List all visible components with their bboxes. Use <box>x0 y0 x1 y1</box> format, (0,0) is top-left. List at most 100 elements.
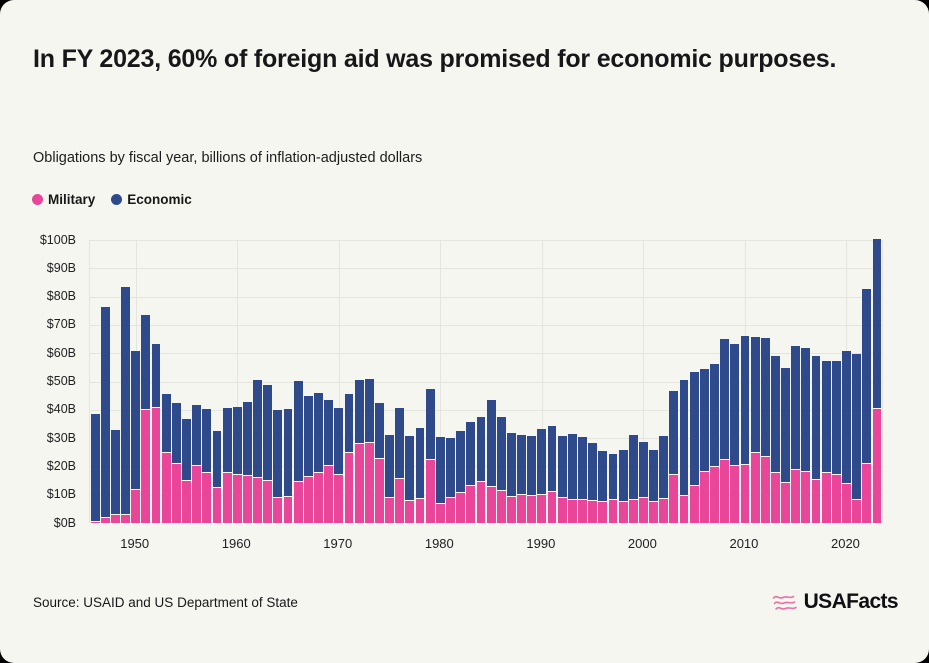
bar-2003-economic[interactable] <box>669 390 679 476</box>
bar-1973-economic[interactable] <box>364 379 374 443</box>
bar-1978-military[interactable] <box>415 498 425 523</box>
bar-1959-military[interactable] <box>222 473 232 523</box>
bar-1979-military[interactable] <box>425 460 435 523</box>
bar-1974-military[interactable] <box>375 459 384 523</box>
bar-2006-economic[interactable] <box>699 369 709 472</box>
bar-1957-economic[interactable] <box>202 408 212 474</box>
bar-1949-military[interactable] <box>121 514 130 523</box>
bar-1957-military[interactable] <box>202 473 212 523</box>
bar-1956-economic[interactable] <box>192 404 202 466</box>
bar-2018-military[interactable] <box>821 473 831 523</box>
bar-2022-economic[interactable] <box>862 289 872 464</box>
bar-2002-military[interactable] <box>659 499 669 523</box>
bar-2005-economic[interactable] <box>689 372 699 486</box>
bar-2011-military[interactable] <box>750 453 760 523</box>
bar-1996-economic[interactable] <box>598 451 608 502</box>
bar-1989-economic[interactable] <box>527 435 537 496</box>
bar-1955-economic[interactable] <box>182 418 191 482</box>
bar-2019-military[interactable] <box>831 474 841 523</box>
bar-1992-economic[interactable] <box>557 435 567 499</box>
bar-1956-military[interactable] <box>192 465 202 523</box>
bar-2009-military[interactable] <box>730 465 740 523</box>
bar-1986-military[interactable] <box>496 491 506 523</box>
bar-1972-economic[interactable] <box>354 380 364 445</box>
bar-1955-military[interactable] <box>182 481 191 523</box>
bar-1992-military[interactable] <box>557 498 567 523</box>
bar-2015-military[interactable] <box>791 470 801 523</box>
bar-1982-military[interactable] <box>456 493 466 523</box>
bar-1971-economic[interactable] <box>344 393 354 454</box>
bar-1980-military[interactable] <box>435 503 445 523</box>
bar-1997-economic[interactable] <box>608 453 618 500</box>
bar-1985-military[interactable] <box>486 486 496 523</box>
bar-1962-military[interactable] <box>253 477 262 523</box>
bar-1954-military[interactable] <box>171 463 181 523</box>
bar-1967-military[interactable] <box>303 477 313 523</box>
bar-1961-economic[interactable] <box>243 402 252 476</box>
bar-1966-military[interactable] <box>293 481 303 523</box>
bar-2019-economic[interactable] <box>831 361 841 475</box>
bar-1995-military[interactable] <box>588 500 598 523</box>
bar-1983-military[interactable] <box>466 485 476 523</box>
bar-1959-economic[interactable] <box>222 407 232 474</box>
bar-2006-military[interactable] <box>699 471 709 523</box>
bar-1964-economic[interactable] <box>273 410 283 498</box>
bar-1964-military[interactable] <box>273 497 283 523</box>
bar-1969-economic[interactable] <box>324 400 334 466</box>
bar-1947-military[interactable] <box>100 518 110 523</box>
bar-1976-economic[interactable] <box>395 407 405 479</box>
bar-2003-military[interactable] <box>669 475 679 523</box>
bar-1952-economic[interactable] <box>151 343 161 408</box>
bar-2011-economic[interactable] <box>750 337 760 454</box>
bar-1993-economic[interactable] <box>567 433 577 500</box>
bar-1958-military[interactable] <box>212 487 222 523</box>
bar-1969-military[interactable] <box>324 465 334 523</box>
bar-2012-military[interactable] <box>760 456 770 523</box>
bar-1974-economic[interactable] <box>375 403 384 460</box>
bar-2009-economic[interactable] <box>730 344 740 466</box>
bar-2017-military[interactable] <box>811 479 821 523</box>
bar-1946-military[interactable] <box>90 522 100 523</box>
bar-1990-economic[interactable] <box>537 429 547 495</box>
bar-2017-economic[interactable] <box>811 355 821 480</box>
bar-1989-military[interactable] <box>527 495 537 523</box>
bar-2016-economic[interactable] <box>801 348 811 473</box>
bar-2023-military[interactable] <box>872 409 882 523</box>
bar-1983-economic[interactable] <box>466 421 476 486</box>
bar-1948-military[interactable] <box>111 514 120 523</box>
bar-1999-economic[interactable] <box>628 434 638 500</box>
bar-1988-military[interactable] <box>517 494 526 523</box>
bar-1998-economic[interactable] <box>618 450 628 502</box>
bar-1995-economic[interactable] <box>588 442 598 501</box>
bar-1999-military[interactable] <box>628 499 638 523</box>
bar-1970-economic[interactable] <box>334 407 344 476</box>
bar-1977-military[interactable] <box>405 500 415 523</box>
bar-2002-economic[interactable] <box>659 435 669 500</box>
bar-1971-military[interactable] <box>344 453 354 523</box>
bar-1952-military[interactable] <box>151 407 161 523</box>
legend-item-military[interactable]: Military <box>32 192 95 207</box>
bar-1998-military[interactable] <box>618 501 628 523</box>
bar-1982-economic[interactable] <box>456 431 466 494</box>
bar-1950-economic[interactable] <box>131 351 141 490</box>
bar-2016-military[interactable] <box>801 472 811 523</box>
bar-2008-economic[interactable] <box>720 339 730 461</box>
bar-1946-economic[interactable] <box>90 414 100 523</box>
bar-2015-economic[interactable] <box>791 346 801 471</box>
bar-1981-economic[interactable] <box>446 437 455 499</box>
bar-1985-economic[interactable] <box>486 399 496 487</box>
legend-item-economic[interactable]: Economic <box>111 192 192 207</box>
bar-2013-economic[interactable] <box>771 356 780 474</box>
bar-2020-economic[interactable] <box>842 350 851 485</box>
bar-1996-military[interactable] <box>598 501 608 523</box>
bar-1979-economic[interactable] <box>425 388 435 461</box>
bar-2004-military[interactable] <box>679 495 689 523</box>
bar-2001-military[interactable] <box>649 501 658 523</box>
bar-1991-economic[interactable] <box>547 426 557 492</box>
bar-1973-military[interactable] <box>364 442 374 523</box>
bar-1972-military[interactable] <box>354 444 364 523</box>
bar-1978-economic[interactable] <box>415 427 425 499</box>
bar-1975-military[interactable] <box>385 498 394 523</box>
bar-1962-economic[interactable] <box>253 380 262 478</box>
bar-1947-economic[interactable] <box>100 307 110 519</box>
